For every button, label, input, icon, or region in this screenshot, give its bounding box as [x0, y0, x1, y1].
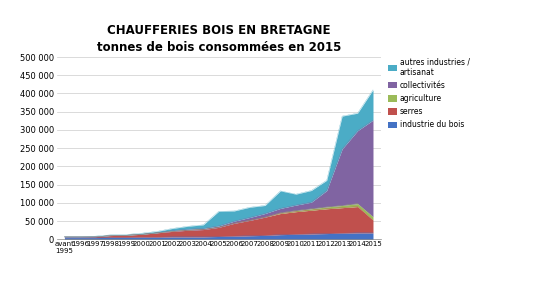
- Legend: autres industries /
artisanat, collectivités, agriculture, serres, industrie du : autres industries / artisanat, collectiv…: [388, 57, 470, 129]
- Title: CHAUFFERIES BOIS EN BRETAGNE
tonnes de bois consommées en 2015: CHAUFFERIES BOIS EN BRETAGNE tonnes de b…: [97, 25, 341, 54]
